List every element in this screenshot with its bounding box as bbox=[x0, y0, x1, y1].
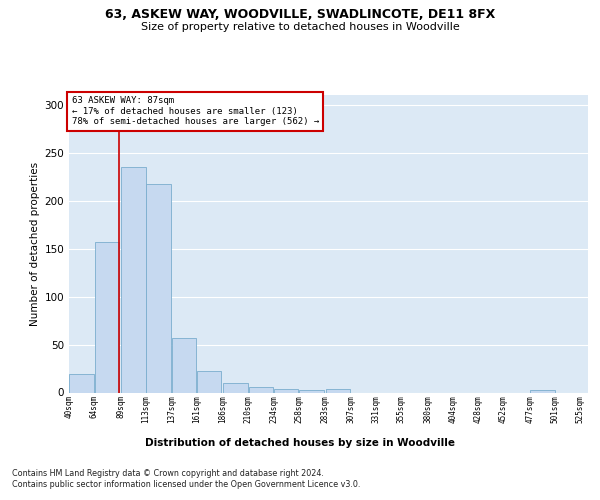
Text: 63, ASKEW WAY, WOODVILLE, SWADLINCOTE, DE11 8FX: 63, ASKEW WAY, WOODVILLE, SWADLINCOTE, D… bbox=[105, 8, 495, 20]
Bar bbox=[299, 390, 324, 392]
Text: 63 ASKEW WAY: 87sqm
← 17% of detached houses are smaller (123)
78% of semi-detac: 63 ASKEW WAY: 87sqm ← 17% of detached ho… bbox=[71, 96, 319, 126]
Text: Contains public sector information licensed under the Open Government Licence v3: Contains public sector information licen… bbox=[12, 480, 361, 489]
Bar bbox=[223, 383, 248, 392]
Bar bbox=[326, 388, 350, 392]
Bar bbox=[70, 374, 94, 392]
Text: Contains HM Land Registry data © Crown copyright and database right 2024.: Contains HM Land Registry data © Crown c… bbox=[12, 469, 324, 478]
Text: Distribution of detached houses by size in Woodville: Distribution of detached houses by size … bbox=[145, 438, 455, 448]
Bar bbox=[146, 184, 171, 392]
Bar bbox=[121, 167, 146, 392]
Bar bbox=[172, 338, 196, 392]
Bar bbox=[95, 242, 119, 392]
Text: Size of property relative to detached houses in Woodville: Size of property relative to detached ho… bbox=[140, 22, 460, 32]
Bar bbox=[274, 388, 298, 392]
Bar bbox=[248, 386, 273, 392]
Bar bbox=[197, 372, 221, 392]
Y-axis label: Number of detached properties: Number of detached properties bbox=[30, 162, 40, 326]
Bar bbox=[530, 390, 554, 392]
